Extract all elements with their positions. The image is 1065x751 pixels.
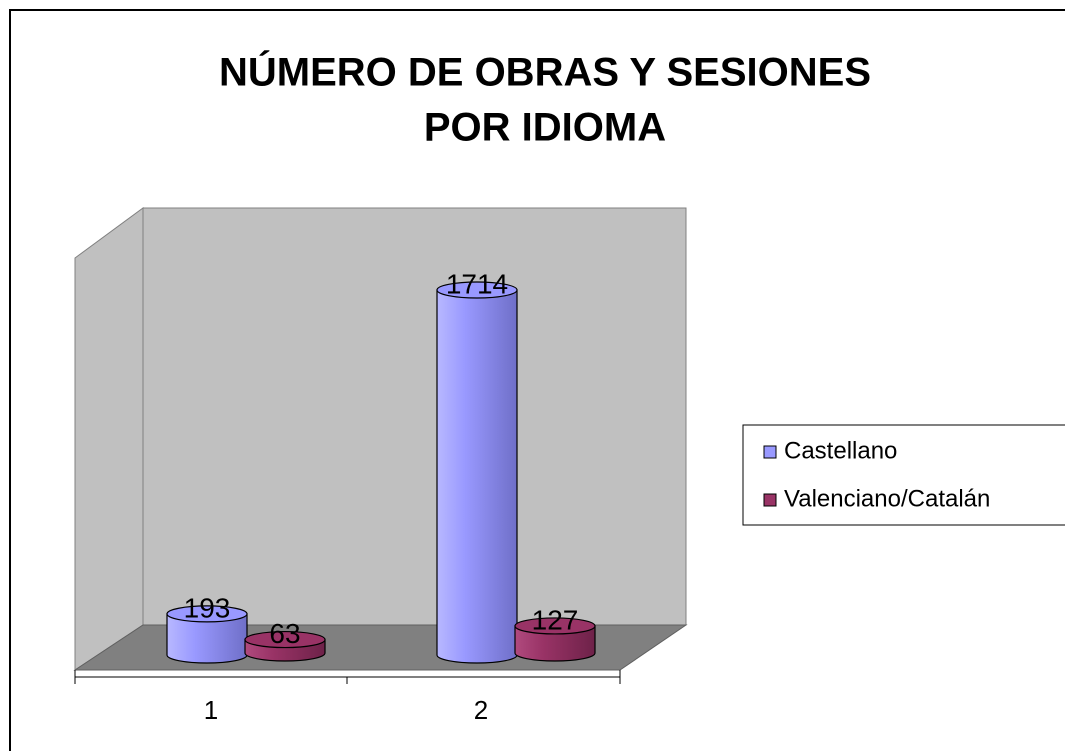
bar-top <box>244 630 326 649</box>
data-label: 193 <box>184 592 231 623</box>
bar-body <box>514 625 596 662</box>
x-tick-label: 2 <box>474 695 488 725</box>
legend-label: Castellano <box>784 437 897 464</box>
data-label: 63 <box>269 618 300 649</box>
bar-top <box>166 605 248 623</box>
legend-label: Valenciano/Catalán <box>784 485 990 512</box>
bar-top <box>436 281 518 299</box>
legend-swatch <box>763 493 777 507</box>
bar-top <box>514 617 596 635</box>
data-label: 1714 <box>446 268 508 299</box>
back-wall <box>142 207 687 626</box>
legend-swatch <box>763 445 777 459</box>
bar-body <box>436 289 518 664</box>
x-tick-label: 1 <box>204 695 218 725</box>
legend <box>742 424 1065 526</box>
data-label: 127 <box>532 604 579 635</box>
bar-body <box>166 613 248 664</box>
side-wall <box>74 207 144 671</box>
chart-title: POR IDIOMA <box>424 106 666 150</box>
chart-title: NÚMERO DE OBRAS Y SESIONES <box>219 49 871 95</box>
